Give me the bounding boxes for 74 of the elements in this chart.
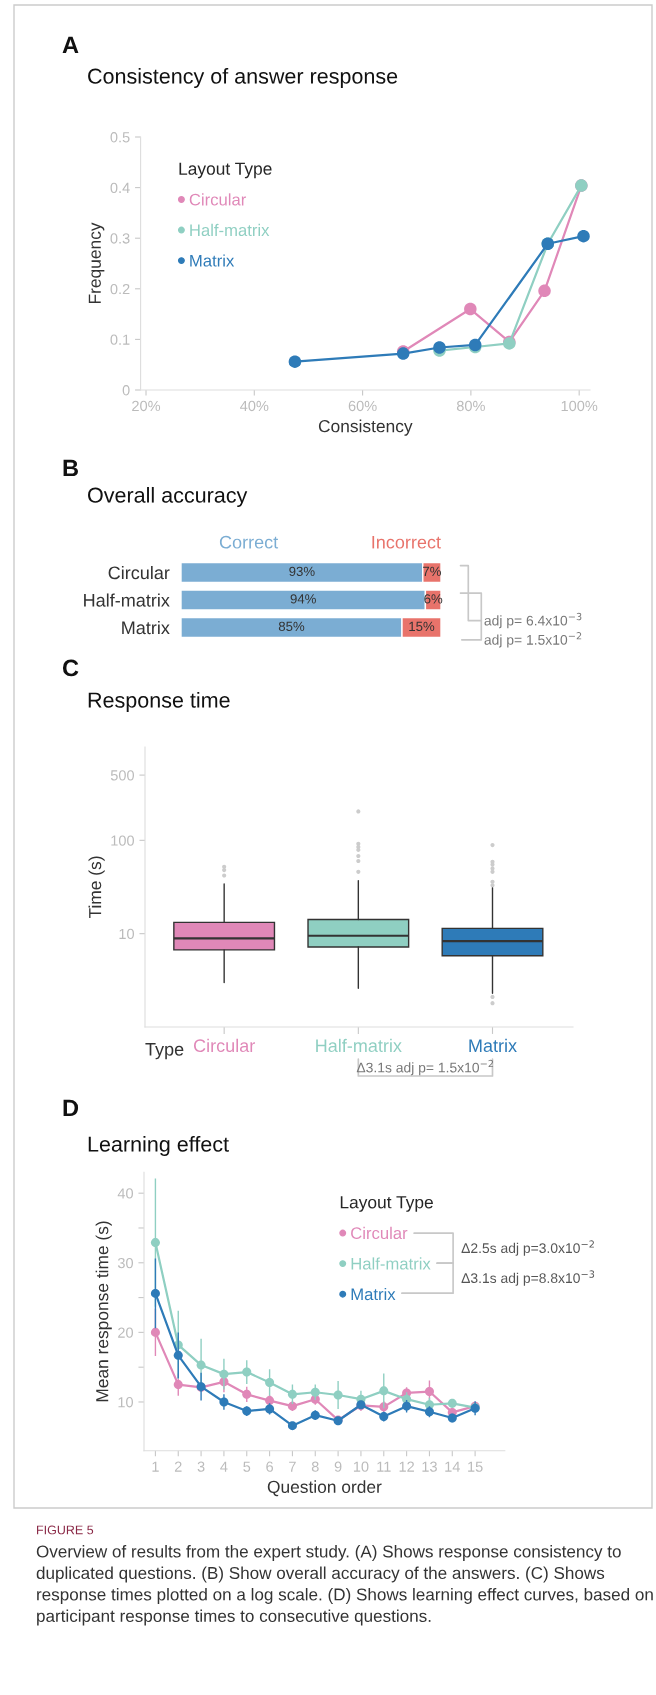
y-tick-label: Half-matrix (84, 593, 170, 607)
x-axis-title: Consistency (318, 419, 413, 436)
text: adj p= 6.4x10$^{−3}$ (484, 612, 582, 629)
y-axis-title: Mean response time (s) (95, 1221, 112, 1402)
x-axis-title: Question order (267, 1480, 382, 1497)
chart-title: Consistency of answer response (88, 67, 398, 89)
y-axis-title: Frequency (88, 222, 105, 304)
x-tick-label: 80% (456, 400, 485, 412)
y-axis-title: Time (s) (88, 856, 105, 919)
x-tick-label: 4 (220, 1461, 228, 1472)
x-tick-label: 60% (348, 400, 377, 412)
y-tick-label: 100 (111, 835, 135, 846)
text: Δ3.1s adj p= 1.5x10$^{−2}$ (356, 1059, 494, 1076)
legend-title: Layout Type (179, 162, 272, 179)
legend-label: Matrix (351, 1287, 396, 1301)
x-tick-label: Matrix (469, 1038, 517, 1053)
y-tick-label: 0.1 (110, 334, 130, 345)
x-tick-label: 8 (311, 1461, 319, 1472)
x-tick-label: 100% (561, 400, 598, 412)
x-tick-label: 1 (152, 1461, 159, 1472)
y-tick-label: 20 (118, 1327, 134, 1338)
data-label: 94% (290, 594, 316, 604)
y-tick-label: 0.2 (110, 283, 130, 295)
y-tick-label: 500 (110, 770, 135, 781)
x-axis-title: Type (145, 1043, 184, 1060)
data-label: 93% (289, 566, 315, 577)
legend-title: Layout Type (340, 1196, 433, 1212)
y-tick-label: 0.5 (110, 132, 130, 143)
text: D (63, 1099, 79, 1117)
y-tick-label: 0 (122, 385, 130, 396)
y-tick-label: Circular (108, 565, 170, 580)
y-tick-label: 0.3 (110, 233, 130, 244)
text: Overview of results from the expert study. (A) Shows response consistency to duplicated questions. (B) Show overall accuracy of the answers. (C) Shows response times plotted on a log scale. (D) Shows learning effect curves, based on participant response times to consecutive questions. (36, 1545, 653, 1626)
x-tick-label: 20% (132, 400, 161, 412)
text: A (62, 36, 79, 54)
x-tick-label: 13 (422, 1461, 437, 1472)
y-tick-label: 40 (117, 1188, 134, 1199)
y-tick-label: Matrix (122, 620, 170, 635)
text: adj p= 1.5x10$^{−2}$ (484, 632, 582, 648)
text: C (62, 659, 79, 677)
x-tick-label: 40% (240, 400, 269, 412)
y-tick-label: 0.4 (110, 182, 130, 194)
x-tick-label: Half-matrix (316, 1038, 402, 1053)
x-tick-label: 2 (174, 1461, 182, 1472)
legend-label: Half-matrix (351, 1257, 431, 1270)
x-tick-label: 9 (334, 1461, 342, 1472)
legend-label: Circular (189, 193, 247, 206)
x-tick-label: 10 (353, 1461, 369, 1472)
series-label: Correct (219, 535, 279, 549)
legend-label: Half-matrix (190, 223, 270, 237)
caption: FIGURE 5 (37, 1525, 94, 1535)
legend-label: Matrix (190, 254, 235, 267)
y-tick-label: 10 (119, 928, 135, 940)
data-label: 85% (278, 621, 305, 632)
x-tick-label: 11 (377, 1461, 391, 1472)
x-tick-label: 12 (399, 1461, 414, 1472)
x-tick-label: 15 (468, 1461, 483, 1472)
y-tick-label: 30 (117, 1257, 134, 1269)
chart-title: Overall accuracy (88, 486, 248, 508)
x-tick-label: 6 (266, 1461, 274, 1472)
x-tick-label: 7 (289, 1461, 296, 1472)
x-tick-label: Circular (193, 1038, 255, 1053)
data-label: 15% (409, 621, 435, 632)
chart-title: Learning effect (88, 1135, 229, 1157)
series-label: Incorrect (372, 535, 441, 549)
x-tick-label: 5 (243, 1461, 251, 1472)
text: B (63, 459, 78, 477)
annotation: Δ2.5s adj p=3.0x10$^{−2}$ (461, 1240, 594, 1256)
annotation: Δ3.1s adj p=8.8x10$^{−3}$ (461, 1270, 595, 1286)
chart-title: Response time (88, 691, 230, 713)
x-tick-label: 3 (197, 1461, 205, 1472)
legend-label: Circular (351, 1226, 408, 1240)
x-tick-label: 14 (445, 1461, 460, 1472)
y-tick-label: 10 (118, 1397, 134, 1408)
